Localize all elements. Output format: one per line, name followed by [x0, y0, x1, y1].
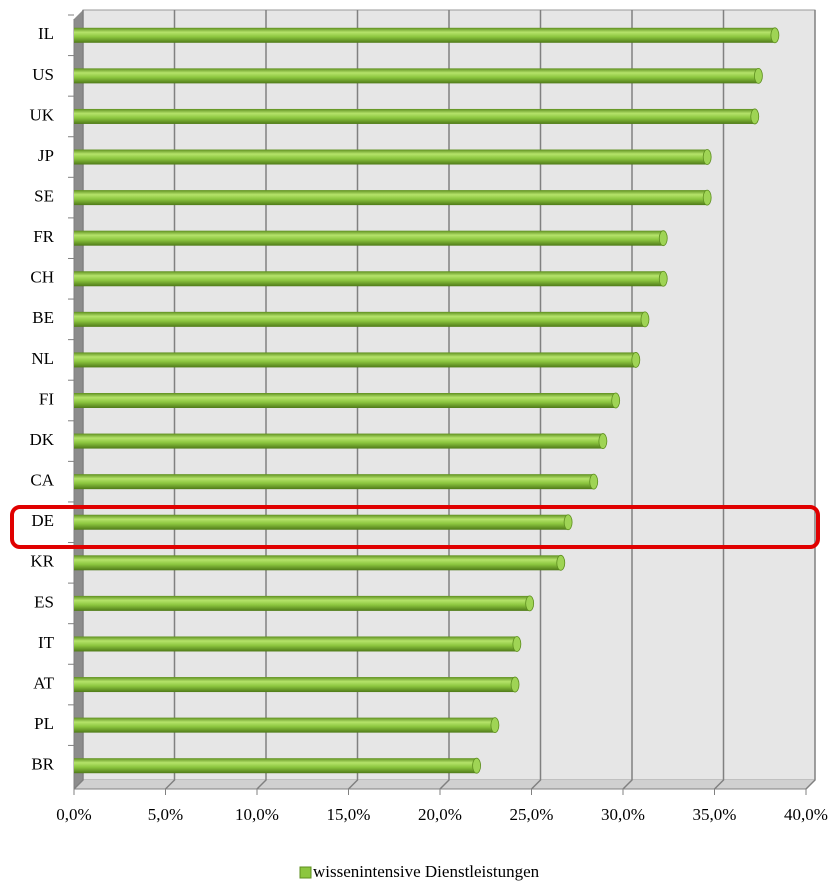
grid-line — [256, 10, 267, 790]
bar — [74, 555, 561, 571]
bar — [74, 190, 708, 206]
legend-swatch — [299, 866, 312, 879]
grid-line — [805, 10, 816, 790]
bar — [74, 27, 775, 43]
bar-cap — [525, 595, 535, 612]
bar — [74, 514, 569, 530]
y-tick-label: IT — [38, 633, 55, 652]
highlight-box — [10, 505, 820, 549]
bar — [74, 108, 755, 124]
bar-cap — [563, 514, 573, 531]
bar — [74, 271, 664, 287]
bar-cap — [512, 636, 522, 652]
bar-cap — [556, 554, 566, 571]
y-tick-label: AT — [33, 673, 54, 692]
bar-cap — [598, 433, 608, 449]
grid-line — [530, 10, 542, 790]
y-tick-label: PL — [34, 714, 54, 733]
bar-cap — [754, 67, 763, 84]
bar — [74, 636, 517, 652]
y-tick-label: BE — [32, 308, 54, 327]
y-tick-label: IL — [38, 24, 54, 43]
bar-cap — [750, 108, 760, 125]
x-tick-label: 0,0% — [56, 805, 91, 824]
y-tick-label: BR — [31, 755, 54, 774]
bar-cap — [472, 757, 482, 774]
y-tick-label: FR — [33, 227, 54, 246]
bar-cap — [640, 311, 650, 328]
x-tick-label: 15,0% — [327, 805, 371, 824]
x-tick-label: 25,0% — [510, 805, 554, 824]
bar-cap — [490, 717, 500, 734]
bar-cap — [702, 149, 712, 165]
grid-line — [439, 10, 450, 790]
bar-cap — [658, 230, 668, 247]
bar — [74, 149, 708, 165]
bar — [74, 717, 495, 733]
bar-cap — [770, 27, 780, 44]
x-tick-label: 20,0% — [418, 805, 462, 824]
grid-line — [622, 10, 633, 790]
x-tick-label: 10,0% — [235, 805, 279, 824]
bar — [74, 68, 759, 84]
y-tick-label: CH — [30, 268, 54, 287]
bar-cap — [510, 676, 520, 693]
bar — [74, 758, 477, 774]
bar-cap — [631, 352, 641, 368]
bar — [74, 352, 636, 368]
bar — [74, 474, 594, 490]
y-tick-label: SE — [34, 187, 54, 206]
y-tick-label: CA — [30, 471, 54, 490]
bar — [74, 595, 530, 611]
y-tick-label: UK — [29, 105, 54, 124]
grid-line — [347, 10, 359, 790]
bar-cap — [589, 473, 599, 490]
y-tick-label: DK — [29, 430, 54, 449]
y-tick-label: KR — [30, 552, 54, 571]
x-tick-label: 5,0% — [148, 805, 183, 824]
bar — [74, 433, 603, 449]
bar — [74, 677, 516, 693]
x-tick-label: 30,0% — [601, 805, 645, 824]
y-tick-label: NL — [31, 349, 54, 368]
grid-line — [164, 10, 176, 790]
y-tick-label: US — [32, 65, 54, 84]
bar-cap — [611, 392, 621, 409]
bar — [74, 230, 664, 246]
legend-label: wissenintensive Dienstleistungen — [313, 862, 540, 881]
y-tick-label: DE — [31, 511, 54, 530]
bar-cap — [658, 270, 668, 287]
bar — [74, 393, 616, 408]
bar — [74, 311, 645, 327]
y-tick-label: ES — [34, 592, 54, 611]
y-tick-label: JP — [38, 146, 54, 165]
grid-line — [713, 10, 725, 790]
bar-cap — [702, 189, 712, 206]
grid-line — [73, 10, 84, 790]
x-tick-label: 40,0% — [784, 805, 828, 824]
x-tick-label: 35,0% — [693, 805, 737, 824]
y-tick-label: FI — [39, 389, 54, 408]
